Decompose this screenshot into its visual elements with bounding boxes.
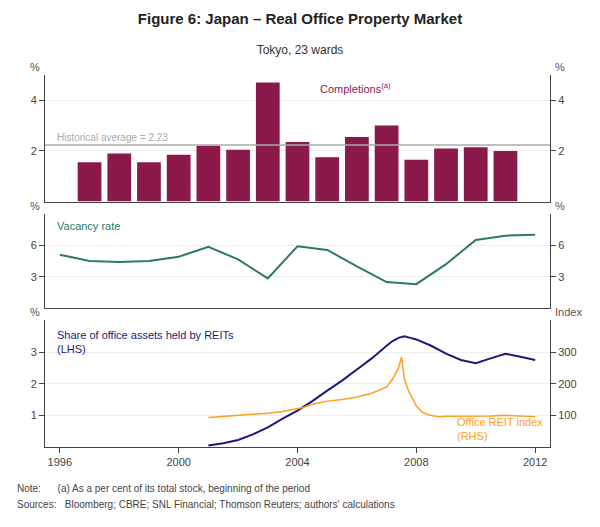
- svg-text:2008: 2008: [404, 456, 428, 468]
- svg-text:200: 200: [558, 378, 576, 390]
- svg-text:3: 3: [31, 346, 37, 358]
- svg-text:Vacancy rate: Vacancy rate: [57, 220, 120, 232]
- svg-text:6: 6: [31, 239, 37, 251]
- svg-text:2: 2: [31, 378, 37, 390]
- svg-text:Historical average = 2.23: Historical average = 2.23: [57, 132, 168, 143]
- svg-text:3: 3: [31, 271, 37, 283]
- svg-text:4: 4: [31, 94, 37, 106]
- svg-text:%: %: [555, 200, 565, 212]
- svg-text:3: 3: [558, 271, 564, 283]
- svg-text:%: %: [555, 61, 565, 73]
- svg-text:1996: 1996: [48, 456, 72, 468]
- svg-text:6: 6: [558, 239, 564, 251]
- svg-text:Share of office assets held by: Share of office assets held by REITs(LHS…: [57, 329, 234, 355]
- svg-text:Figure 6: Japan – Real Office: Figure 6: Japan – Real Office Property M…: [138, 10, 462, 27]
- svg-text:300: 300: [558, 346, 576, 358]
- svg-text:2000: 2000: [166, 456, 190, 468]
- svg-text:1: 1: [31, 409, 37, 421]
- svg-text:2: 2: [558, 145, 564, 157]
- svg-text:4: 4: [558, 94, 564, 106]
- svg-text:%: %: [30, 200, 40, 212]
- svg-text:%: %: [30, 306, 40, 318]
- svg-text:2012: 2012: [523, 456, 547, 468]
- svg-text:Completions​(a)​: Completions​(a)​: [320, 81, 391, 95]
- svg-text:Office REIT index(RHS): Office REIT index(RHS): [457, 416, 543, 442]
- svg-text:Tokyo, 23 wards: Tokyo, 23 wards: [257, 43, 344, 57]
- svg-text:Sources: Bloomberg; CBRE; SN: Sources: Bloomberg; CBRE; SNL Financial;…: [17, 499, 395, 510]
- svg-text:2004: 2004: [285, 456, 309, 468]
- svg-text:2: 2: [31, 145, 37, 157]
- svg-text:Index: Index: [555, 306, 582, 318]
- svg-text:%: %: [30, 61, 40, 73]
- svg-text:100: 100: [558, 409, 576, 421]
- svg-text:Note: (a) As a per cent o: Note: (a) As a per cent of its total sto…: [17, 483, 310, 494]
